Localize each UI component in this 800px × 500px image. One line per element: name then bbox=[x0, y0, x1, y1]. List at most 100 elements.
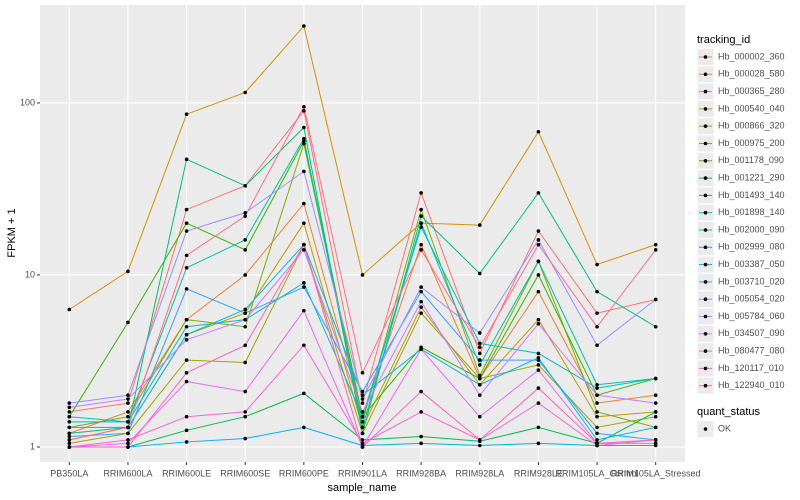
data-point bbox=[243, 389, 248, 394]
data-point bbox=[653, 401, 658, 405]
data-point bbox=[360, 410, 365, 414]
legend-point bbox=[703, 427, 708, 431]
x-tick-label: PB350LA bbox=[50, 468, 88, 478]
data-point bbox=[595, 382, 599, 387]
data-point bbox=[184, 428, 189, 433]
legend-point bbox=[703, 193, 708, 198]
data-point bbox=[360, 273, 365, 277]
data-point bbox=[536, 129, 541, 134]
data-point bbox=[126, 414, 130, 419]
data-point bbox=[184, 324, 189, 329]
data-point bbox=[477, 351, 482, 356]
data-point bbox=[302, 221, 306, 225]
data-point bbox=[477, 382, 482, 387]
data-point bbox=[360, 389, 365, 394]
data-point bbox=[302, 141, 306, 146]
data-point bbox=[243, 248, 248, 252]
data-point bbox=[653, 242, 658, 247]
data-point bbox=[419, 441, 423, 446]
data-point bbox=[126, 438, 130, 442]
data-point bbox=[243, 307, 248, 312]
data-point bbox=[243, 311, 248, 315]
legend-label: Hb_005054_020 bbox=[718, 294, 785, 304]
data-point bbox=[360, 414, 365, 419]
data-point bbox=[302, 24, 306, 28]
legend-label: Hb_001493_140 bbox=[718, 190, 785, 200]
data-point bbox=[536, 401, 541, 405]
legend-point bbox=[703, 124, 708, 128]
data-point bbox=[653, 414, 658, 419]
data-point bbox=[184, 379, 189, 384]
data-point bbox=[360, 393, 365, 398]
data-point bbox=[126, 393, 130, 398]
data-point bbox=[184, 414, 189, 419]
data-point bbox=[595, 393, 599, 398]
data-point bbox=[184, 440, 189, 444]
legend-label: Hb_000866_320 bbox=[718, 121, 785, 131]
data-point bbox=[360, 397, 365, 401]
legend-label: Hb_001178_090 bbox=[718, 155, 784, 165]
data-point bbox=[419, 410, 423, 414]
x-tick-label: RRIM928LE bbox=[514, 468, 563, 478]
data-point bbox=[536, 289, 541, 294]
data-point bbox=[184, 337, 189, 342]
data-point bbox=[419, 207, 423, 212]
data-point bbox=[184, 358, 189, 362]
data-point bbox=[243, 343, 248, 348]
data-point bbox=[595, 262, 599, 267]
data-point bbox=[126, 410, 130, 414]
data-point bbox=[653, 438, 658, 442]
data-point bbox=[184, 370, 189, 375]
legend-point bbox=[703, 297, 708, 302]
data-point bbox=[302, 248, 306, 252]
data-point bbox=[419, 225, 423, 229]
data-point bbox=[536, 363, 541, 367]
data-point bbox=[419, 347, 423, 352]
data-point bbox=[184, 221, 189, 225]
legend-point bbox=[703, 55, 708, 59]
data-point bbox=[536, 317, 541, 322]
data-point bbox=[302, 125, 306, 130]
legend-label: Hb_005784_060 bbox=[718, 311, 785, 321]
data-point bbox=[243, 324, 248, 329]
data-point bbox=[67, 401, 72, 405]
data-point bbox=[477, 414, 482, 419]
x-tick-label: RRIM901LA bbox=[338, 468, 387, 478]
data-point bbox=[419, 289, 423, 294]
data-point bbox=[67, 441, 72, 446]
data-point bbox=[302, 391, 306, 396]
data-point bbox=[419, 299, 423, 304]
data-point bbox=[419, 434, 423, 439]
data-point bbox=[302, 285, 306, 289]
x-tick-label: RRIM105LA_Stressed bbox=[611, 468, 701, 478]
data-point bbox=[243, 90, 248, 95]
data-point bbox=[536, 238, 541, 242]
data-point bbox=[302, 308, 306, 313]
legend-label: Hb_003710_020 bbox=[718, 276, 785, 286]
data-point bbox=[477, 341, 482, 346]
data-point bbox=[360, 370, 365, 375]
legend-point bbox=[703, 262, 708, 267]
data-point bbox=[126, 420, 130, 424]
legend-point bbox=[703, 332, 708, 336]
legend-point bbox=[703, 349, 708, 353]
data-point bbox=[67, 431, 72, 436]
legend-point bbox=[703, 245, 708, 250]
data-point bbox=[419, 242, 423, 247]
data-point bbox=[243, 238, 248, 242]
legend-title: quant_status bbox=[697, 406, 760, 418]
data-point bbox=[360, 445, 365, 449]
y-axis-title: FPKM + 1 bbox=[6, 208, 18, 257]
data-point bbox=[184, 157, 189, 162]
data-point bbox=[126, 320, 130, 325]
data-point bbox=[67, 307, 72, 312]
data-point bbox=[243, 210, 248, 215]
legend-label: Hb_000365_280 bbox=[718, 86, 785, 96]
data-point bbox=[595, 386, 599, 390]
data-point bbox=[536, 191, 541, 195]
legend-label: Hb_000002_360 bbox=[718, 51, 785, 61]
legend-label: Hb_000540_040 bbox=[718, 103, 785, 113]
legend-point bbox=[703, 89, 708, 94]
y-tick-label: 10 bbox=[25, 269, 35, 279]
data-point bbox=[302, 169, 306, 174]
